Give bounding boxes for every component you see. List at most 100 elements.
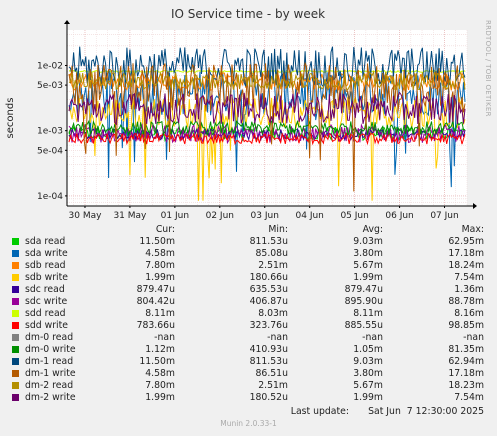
legend-cur: 804.42u	[136, 296, 175, 307]
legend-cur: 7.80m	[145, 260, 175, 271]
legend-min: 85.08u	[255, 248, 288, 259]
legend-min: -nan	[267, 332, 288, 343]
legend-swatch	[12, 322, 19, 329]
legend-max: 81.35m	[448, 344, 484, 355]
x-tick-label: 31 May	[113, 211, 147, 221]
legend-swatch	[12, 250, 19, 257]
legend-item: sdc write 804.42u 406.87u 895.90u 88.78m	[0, 296, 497, 308]
legend-max: 17.18m	[448, 368, 484, 379]
legend-max: 18.24m	[448, 260, 484, 271]
legend-max: 7.54m	[454, 392, 484, 403]
legend-min: 406.87u	[249, 296, 288, 307]
column-avg: Avg:	[362, 224, 383, 235]
series-line	[68, 70, 466, 92]
legend-max: 98.85m	[448, 320, 484, 331]
generator-credit: Munin 2.0.33-1	[220, 419, 277, 428]
tick-labels: 1e-04 5e-04 1e-03 5e-03 1e-02 30 May 31 May 01 …	[37, 61, 459, 221]
legend-avg: 5.67m	[353, 380, 383, 391]
legend-avg: -nan	[362, 332, 383, 343]
column-min: Min:	[268, 224, 288, 235]
legend-swatch	[12, 370, 19, 377]
last-update: Last update: Sat Jun 7 12:30:00 2025	[0, 406, 497, 418]
legend-name: dm-0 write	[25, 344, 76, 355]
legend-rows: sda read 11.50m 811.53u 9.03m 62.95m sda writ…	[0, 236, 497, 404]
legend-min: 180.66u	[249, 272, 288, 283]
x-tick-label: 02 Jun	[206, 211, 234, 221]
chart-title: IO Service time - by week	[171, 7, 325, 21]
legend-cur: 1.99m	[145, 272, 175, 283]
x-tick-label: 07 Jun	[430, 211, 458, 221]
x-tick-label: 04 Jun	[296, 211, 324, 221]
legend-name: sdd write	[25, 320, 68, 331]
y-tick-label: 1e-02	[37, 61, 63, 71]
legend-swatch	[12, 262, 19, 269]
legend-cur: 783.66u	[136, 320, 175, 331]
legend-name: dm-2 write	[25, 392, 76, 403]
legend-name: dm-1 read	[25, 356, 74, 367]
series-layer	[68, 46, 466, 201]
legend-name: sdd read	[25, 308, 66, 319]
legend-item: dm-0 write 1.12m 410.93u 1.05m 81.35m	[0, 344, 497, 356]
legend-avg: 3.80m	[353, 248, 383, 259]
legend-cur: 4.58m	[145, 368, 175, 379]
axes	[64, 20, 477, 209]
legend-max: 18.23m	[448, 380, 484, 391]
column-max: Max:	[461, 224, 484, 235]
legend-max: -nan	[463, 332, 484, 343]
legend-item: dm-0 read -nan -nan -nan -nan	[0, 332, 497, 344]
x-axis-arrow	[473, 203, 477, 209]
column-cur: Cur:	[155, 224, 175, 235]
series-line	[68, 131, 466, 146]
legend-max: 62.95m	[448, 236, 484, 247]
legend-min: 2.51m	[258, 380, 288, 391]
legend-swatch	[12, 238, 19, 245]
legend-min: 2.51m	[258, 260, 288, 271]
legend-avg: 1.05m	[353, 344, 383, 355]
legend-name: sdc read	[25, 284, 65, 295]
series-line	[68, 91, 466, 126]
x-tick-label: 30 May	[69, 211, 103, 221]
legend-min: 180.52u	[249, 392, 288, 403]
legend-min: 811.53u	[249, 356, 288, 367]
legend-min: 410.93u	[249, 344, 288, 355]
chart: IO Service time - by week RRDTOOL / TOBI…	[5, 7, 492, 221]
legend-item: sdd write 783.66u 323.76u 885.55u 98.85m	[0, 320, 497, 332]
y-axis-label: seconds	[5, 98, 16, 139]
last-update-label: Last update:	[290, 406, 349, 417]
x-tick-label: 06 Jun	[385, 211, 413, 221]
legend-name: sdb write	[25, 272, 68, 283]
legend-swatch	[12, 310, 19, 317]
legend-avg: 9.03m	[353, 356, 383, 367]
legend-min: 635.53u	[249, 284, 288, 295]
legend-max: 62.94m	[448, 356, 484, 367]
legend-header: Cur: Min: Avg: Max:	[0, 224, 497, 236]
legend-item: sdb read 7.80m 2.51m 5.67m 18.24m	[0, 260, 497, 272]
legend-max: 7.54m	[454, 272, 484, 283]
legend-swatch	[12, 382, 19, 389]
legend-cur: 11.50m	[139, 356, 175, 367]
x-tick-label: 01 Jun	[161, 211, 189, 221]
legend-item: dm-2 write 1.99m 180.52u 1.99m 7.54m	[0, 392, 497, 404]
legend-cur: 7.80m	[145, 380, 175, 391]
legend-name: sdb read	[25, 260, 66, 271]
legend-swatch	[12, 274, 19, 281]
legend-avg: 1.99m	[353, 272, 383, 283]
x-tick-label: 03 Jun	[251, 211, 279, 221]
legend-item: sda write 4.58m 85.08u 3.80m 17.18m	[0, 248, 497, 260]
legend-max: 1.36m	[454, 284, 484, 295]
legend-max: 8.16m	[454, 308, 484, 319]
legend-min: 8.03m	[258, 308, 288, 319]
legend-min: 811.53u	[249, 236, 288, 247]
legend-name: sda write	[25, 248, 68, 259]
legend-min: 323.76u	[249, 320, 288, 331]
legend-avg: 5.67m	[353, 260, 383, 271]
legend-item: dm-1 write 4.58m 86.51u 3.80m 17.18m	[0, 368, 497, 380]
legend-max: 17.18m	[448, 248, 484, 259]
legend-cur: 1.12m	[145, 344, 175, 355]
legend-avg: 895.90u	[344, 296, 383, 307]
legend-cur: 879.47u	[136, 284, 175, 295]
legend-swatch	[12, 394, 19, 401]
legend-swatch	[12, 286, 19, 293]
legend-name: dm-1 write	[25, 368, 76, 379]
legend-item: sda read 11.50m 811.53u 9.03m 62.95m	[0, 236, 497, 248]
